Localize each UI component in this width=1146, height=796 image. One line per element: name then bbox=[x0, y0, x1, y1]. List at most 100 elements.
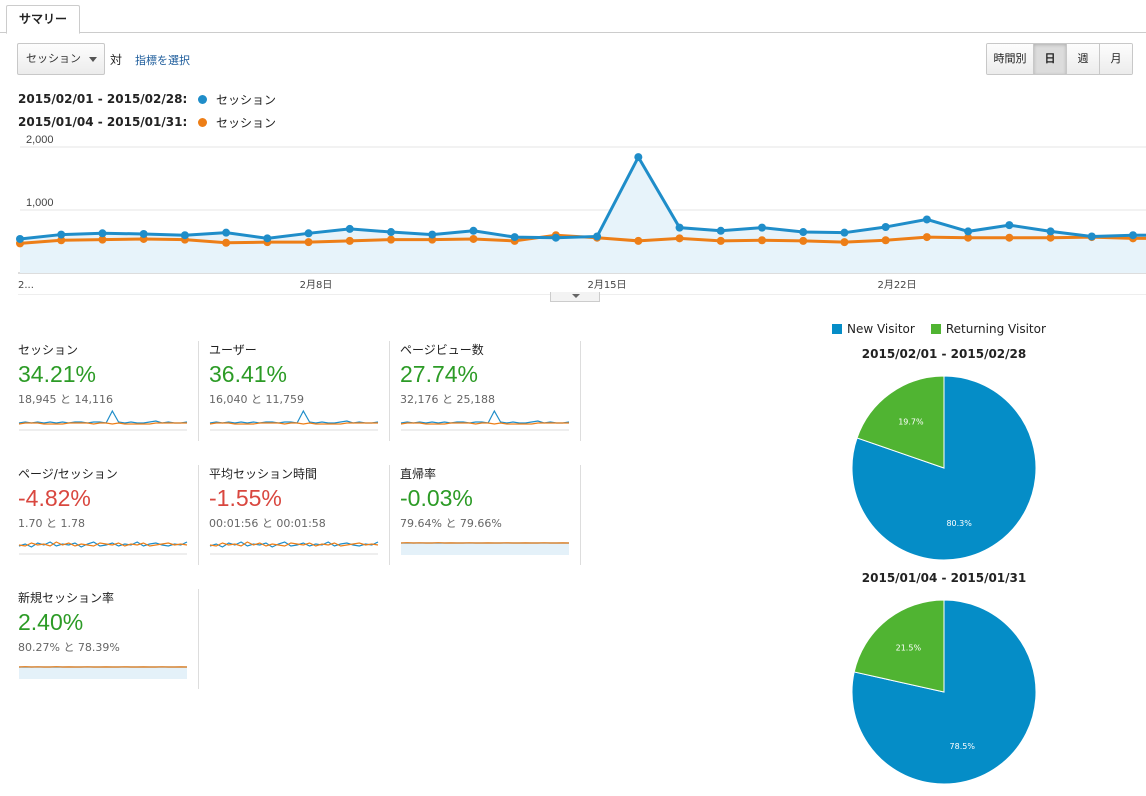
data-point[interactable] bbox=[1046, 227, 1055, 236]
pie-slice-returning[interactable] bbox=[856, 375, 945, 469]
pie-slice-new[interactable] bbox=[851, 375, 1037, 561]
metric-label: ユーザー bbox=[209, 343, 257, 357]
data-point[interactable] bbox=[716, 226, 725, 235]
data-point[interactable] bbox=[1005, 233, 1014, 242]
versus-label: 対 bbox=[110, 53, 123, 67]
data-point[interactable] bbox=[222, 238, 231, 247]
sparkline-area bbox=[19, 667, 187, 679]
data-point[interactable] bbox=[345, 236, 354, 245]
data-point[interactable] bbox=[840, 238, 849, 247]
period-day-button[interactable]: 日 bbox=[1033, 44, 1066, 74]
metric-comparison: 16,040 と 11,759 bbox=[209, 393, 304, 406]
select-metric-link[interactable]: 指標を選択 bbox=[135, 54, 190, 67]
metric-tile[interactable]: 新規セッション率 2.40% 80.27% と 78.39% bbox=[18, 589, 199, 689]
period-week-button[interactable]: 週 bbox=[1066, 44, 1099, 74]
data-point[interactable] bbox=[758, 223, 766, 232]
data-point[interactable] bbox=[263, 234, 272, 243]
metric-change-percent: -1.55% bbox=[209, 485, 282, 511]
data-point[interactable] bbox=[840, 228, 849, 237]
data-point[interactable] bbox=[428, 230, 437, 239]
metric-tile[interactable]: 平均セッション時間 -1.55% 00:01:56 と 00:01:58 bbox=[209, 465, 390, 565]
data-point[interactable] bbox=[345, 224, 354, 233]
metric-dropdown[interactable]: セッション bbox=[17, 43, 105, 75]
legend-dot-blue bbox=[198, 94, 207, 104]
sparkline-previous bbox=[209, 541, 379, 547]
metric-tile[interactable]: ページ/セッション -4.82% 1.70 と 1.78 bbox=[18, 465, 199, 565]
data-point[interactable] bbox=[1005, 221, 1014, 230]
data-point[interactable] bbox=[593, 232, 602, 241]
pie-label-returning: 21.5% bbox=[896, 643, 922, 652]
data-point[interactable] bbox=[799, 228, 808, 237]
data-point[interactable] bbox=[675, 234, 684, 243]
sparkline bbox=[400, 542, 570, 555]
data-point[interactable] bbox=[881, 223, 890, 232]
metric-change-percent: 27.74% bbox=[400, 361, 479, 387]
metric-tile[interactable]: ページビュー数 27.74% 32,176 と 25,188 bbox=[400, 341, 581, 441]
chevron-down-icon bbox=[572, 294, 580, 298]
pie-label-new: 78.5% bbox=[950, 742, 976, 751]
data-point[interactable] bbox=[98, 235, 107, 244]
legend-swatch-new bbox=[832, 324, 842, 334]
metric-tile[interactable]: セッション 34.21% 18,945 と 14,116 bbox=[18, 341, 199, 441]
data-point[interactable] bbox=[510, 233, 519, 242]
metric-label: 新規セッション率 bbox=[18, 591, 115, 605]
data-point[interactable] bbox=[16, 234, 24, 243]
period-hourly-button[interactable]: 時間別 bbox=[987, 44, 1033, 74]
data-point[interactable] bbox=[304, 238, 313, 247]
metric-tile[interactable]: ユーザー 36.41% 16,040 と 11,759 bbox=[209, 341, 390, 441]
data-point[interactable] bbox=[922, 215, 931, 224]
data-point[interactable] bbox=[469, 226, 478, 235]
period-toggle-group: 時間別 日 週 月 bbox=[986, 43, 1133, 75]
sparkline bbox=[400, 409, 570, 431]
metric-tile[interactable]: 直帰率 -0.03% 79.64% と 79.66% bbox=[400, 465, 581, 565]
data-point[interactable] bbox=[180, 231, 189, 240]
metric-label: ページ/セッション bbox=[18, 467, 118, 481]
data-point[interactable] bbox=[57, 236, 66, 245]
data-point[interactable] bbox=[1087, 232, 1096, 241]
period-month-button[interactable]: 月 bbox=[1099, 44, 1132, 74]
metric-label: セッション bbox=[18, 343, 79, 357]
data-point[interactable] bbox=[98, 229, 107, 238]
legend-returning-visitor: Returning Visitor bbox=[945, 322, 1046, 336]
metric-comparison: 32,176 と 25,188 bbox=[400, 393, 495, 406]
data-point[interactable] bbox=[1129, 231, 1137, 240]
legend-dot-orange bbox=[198, 117, 207, 127]
data-point[interactable] bbox=[675, 223, 684, 232]
data-point[interactable] bbox=[222, 228, 231, 237]
pie-chart-current[interactable]: 80.3% 19.7% bbox=[844, 368, 1044, 568]
sparkline-current bbox=[209, 409, 379, 424]
metric-label: 直帰率 bbox=[400, 467, 437, 481]
data-point[interactable] bbox=[387, 228, 395, 237]
pie-slice-returning[interactable] bbox=[853, 599, 945, 693]
data-point[interactable] bbox=[387, 235, 395, 244]
legend-range: 2015/02/01 - 2015/02/28: bbox=[18, 92, 188, 106]
sparkline-area bbox=[401, 543, 569, 555]
data-point[interactable] bbox=[758, 236, 766, 245]
data-point[interactable] bbox=[469, 234, 478, 243]
metric-comparison: 1.70 と 1.78 bbox=[18, 517, 85, 530]
chart-collapse-toggle[interactable] bbox=[550, 292, 600, 302]
sparkline-previous bbox=[209, 422, 378, 425]
sparkline bbox=[18, 541, 188, 555]
pie-chart-previous[interactable]: 78.5% 21.5% bbox=[844, 592, 1044, 792]
data-point[interactable] bbox=[1046, 233, 1055, 242]
data-point[interactable] bbox=[57, 230, 66, 239]
series-area bbox=[20, 157, 1133, 273]
data-point[interactable] bbox=[716, 236, 725, 245]
data-point[interactable] bbox=[964, 233, 973, 242]
data-point[interactable] bbox=[922, 233, 931, 242]
data-point[interactable] bbox=[964, 227, 973, 236]
sessions-line-chart[interactable]: 2,000 1,000 2... 2月8日 2月15日 2月22日 bbox=[0, 135, 1146, 295]
data-point[interactable] bbox=[139, 229, 148, 238]
tab-summary[interactable]: サマリー bbox=[6, 5, 81, 34]
data-point[interactable] bbox=[634, 236, 643, 245]
sparkline bbox=[209, 541, 379, 555]
metric-change-percent: 36.41% bbox=[209, 361, 288, 387]
x-tick-label: 2月22日 bbox=[877, 279, 916, 291]
data-point[interactable] bbox=[799, 236, 808, 245]
data-point[interactable] bbox=[634, 153, 643, 162]
data-point[interactable] bbox=[304, 229, 313, 238]
data-point[interactable] bbox=[551, 233, 560, 242]
sparkline bbox=[18, 666, 188, 679]
data-point[interactable] bbox=[881, 236, 890, 245]
